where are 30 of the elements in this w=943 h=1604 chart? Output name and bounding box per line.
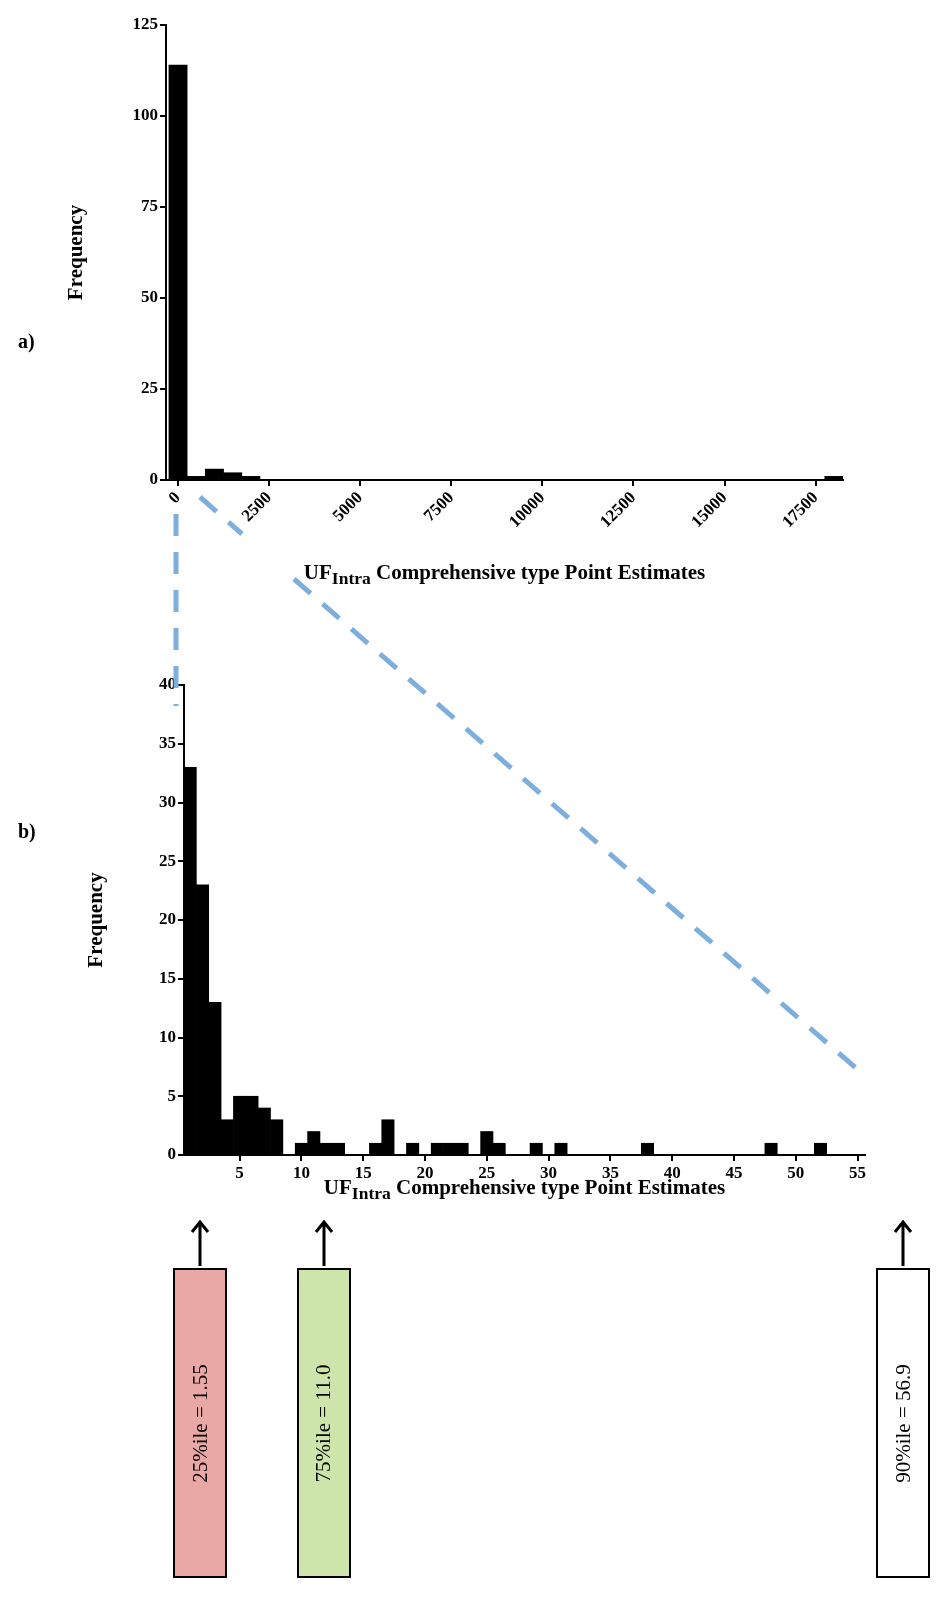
y-tick-label: 35 (159, 733, 176, 753)
y-tick-label: 25 (159, 850, 176, 870)
y-tick-label: 50 (141, 287, 158, 307)
text: 90%ile = 56.9 (890, 1363, 916, 1483)
y-tick-label: 125 (132, 14, 158, 34)
y-tick-label: 0 (167, 1144, 176, 1164)
y-tick-label: 100 (132, 105, 158, 125)
x-tick-label: 10 (292, 1162, 310, 1182)
y-tick-label: 75 (141, 196, 158, 216)
text: a) (18, 330, 35, 353)
y-tick-label: 25 (141, 378, 158, 398)
y-tick-label: 0 (149, 469, 158, 489)
x-axis-title: UF$_{Intra}$ Comprehensive type Point Estimates (302, 560, 707, 590)
y-tick-label: 5 (167, 1085, 176, 1105)
text: b) (18, 820, 36, 843)
y-tick-label: 15 (159, 968, 176, 988)
x-tick-label: 50 (787, 1162, 805, 1182)
y-axis-title: Frequency (63, 204, 88, 301)
x-tick-label: 20 (416, 1162, 434, 1182)
x-tick-label: 30 (540, 1162, 558, 1182)
x-tick-label: 45 (725, 1162, 743, 1182)
y-axis-title: Frequency (83, 871, 108, 968)
y-tick-label: 10 (159, 1026, 176, 1046)
text: 25%ile = 1.55 (187, 1363, 213, 1483)
y-tick-label: 20 (159, 909, 176, 929)
x-tick-label: 25 (478, 1162, 496, 1182)
text: 75%ile = 11.0 (311, 1364, 337, 1482)
y-tick-label: 30 (159, 791, 176, 811)
x-tick-label: 5 (235, 1162, 244, 1182)
x-tick-label: 55 (849, 1162, 867, 1182)
